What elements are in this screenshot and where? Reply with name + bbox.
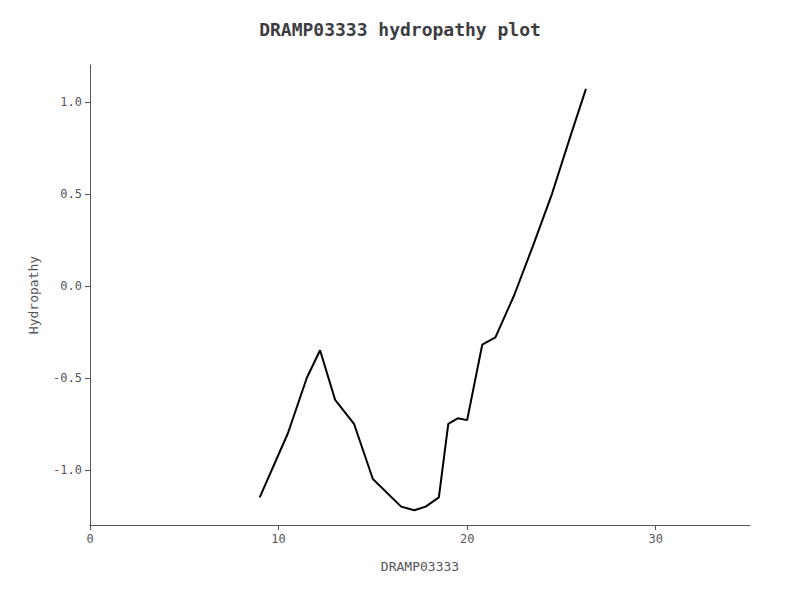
svg-text:0.0: 0.0 [60,279,82,293]
svg-text:30: 30 [648,532,662,546]
svg-text:0.5: 0.5 [60,187,82,201]
svg-text:-0.5: -0.5 [53,371,82,385]
svg-text:1.0: 1.0 [60,95,82,109]
svg-text:10: 10 [271,532,285,546]
svg-text:0: 0 [86,532,93,546]
svg-text:Hydropathy: Hydropathy [26,256,41,334]
svg-text:-1.0: -1.0 [53,463,82,477]
svg-text:DRAMP03333: DRAMP03333 [381,559,459,574]
svg-text:DRAMP03333 hydropathy plot: DRAMP03333 hydropathy plot [259,19,541,40]
svg-text:20: 20 [460,532,474,546]
